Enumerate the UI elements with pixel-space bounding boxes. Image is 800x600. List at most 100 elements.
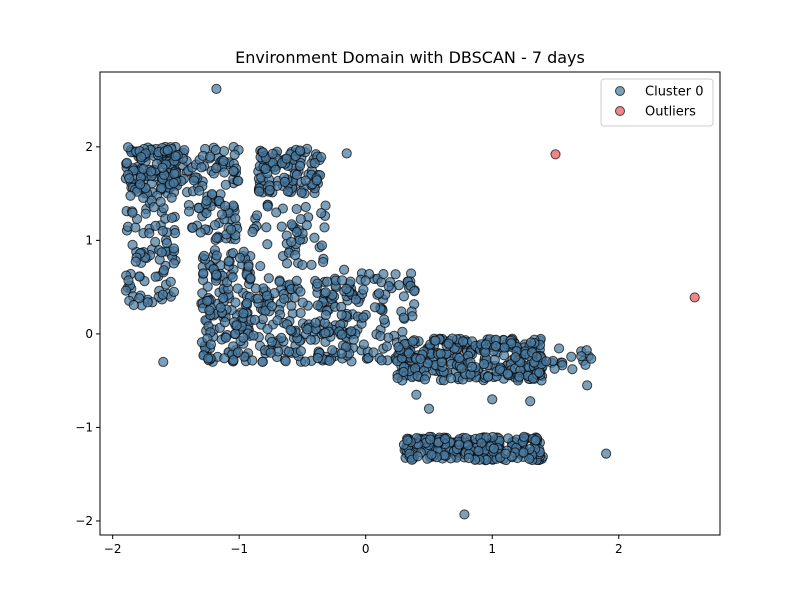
cluster-0-point [291,169,302,181]
cluster-0-point [195,227,206,238]
cluster-0-point [211,163,222,174]
cluster-0-point [255,260,266,272]
cluster-0-point [157,225,168,237]
cluster-0-point [518,431,530,442]
cluster-0-point [245,273,256,284]
cluster-0-point [230,213,241,224]
cluster-0-point [390,269,401,280]
cluster-0-point [430,335,441,346]
cluster-0-point [454,352,465,364]
cluster-0-point [309,158,320,169]
cluster-0-point [319,222,330,233]
cluster-0-point [478,358,490,370]
cluster-0-point [531,351,542,362]
cluster-0-point [124,173,135,184]
cluster-0-point [205,151,216,162]
cluster-0-point [249,314,260,325]
cluster-0-point [289,292,300,303]
cluster-0-point [276,332,287,343]
cluster-0-point [393,280,405,291]
cluster-0-point [215,302,226,313]
cluster-0-point [156,247,167,258]
cluster-0-point [423,403,435,414]
cluster-0-point [241,298,253,309]
cluster-0-point [373,288,385,299]
cluster-0-point [358,339,369,350]
cluster-0-point [233,175,244,186]
axes-frame [99,71,721,536]
cluster-0-point [553,343,565,354]
cluster-0-point [295,286,306,297]
cluster-0-point [130,256,141,267]
cluster-0-point [426,449,437,460]
cluster-0-point [150,271,161,282]
cluster-0-point [150,236,161,248]
cluster-0-point [219,167,230,178]
cluster-0-point [316,151,327,163]
cluster-0-point [436,357,447,368]
cluster-0-point [360,275,371,286]
cluster-0-point [198,268,209,279]
cluster-0-point [205,339,217,350]
cluster-0-point [232,347,244,358]
cluster-0-point [279,176,290,187]
cluster-0-point [339,264,350,275]
cluster-0-point [286,219,297,230]
cluster-0-point [411,389,422,400]
cluster-0-point [336,348,347,359]
cluster-0-point [248,330,259,341]
cluster-0-point [210,144,221,156]
legend-label-outliers: Outliers [645,105,696,120]
cluster-0-point [312,300,323,311]
cluster-0-point [348,334,359,345]
cluster-0-point [262,239,273,250]
cluster-0-point [393,342,404,353]
cluster-0-point [375,330,386,342]
cluster-0-point [225,224,237,235]
cluster-0-point [247,226,258,238]
cluster-0-point [220,332,232,343]
cluster-0-point [278,293,290,304]
cluster-0-point [527,373,539,384]
cluster-0-point [566,351,577,362]
cluster-0-point [280,356,291,367]
cluster-0-point [125,190,136,201]
cluster-0-point [445,373,457,384]
cluster-0-point [194,185,205,196]
cluster-0-point [350,294,361,305]
cluster-0-point [263,273,274,284]
cluster-0-point [383,281,394,292]
cluster-0-point [127,239,138,250]
cluster-0-point [165,276,176,287]
cluster-0-point [462,440,474,451]
cluster-0-point [130,222,141,233]
cluster-0-point [291,203,302,215]
cluster-0-point [166,192,177,203]
cluster-0-point [168,286,180,297]
cluster-0-point [456,363,467,374]
cluster-0-point [341,283,352,295]
cluster-0-point [234,252,245,263]
y-tick-label: 2 [85,140,93,154]
cluster-0-point [219,353,230,364]
cluster-0-point [379,314,390,325]
cluster-0-point [161,238,172,249]
cluster-0-point [232,283,243,294]
x-tick-label: 1 [488,542,496,556]
cluster-0-point [294,145,306,156]
cluster-0-point [134,271,145,282]
cluster-0-point [296,187,307,198]
cluster-0-point [369,302,381,313]
cluster-0-point [457,336,469,347]
cluster-0-point [297,259,308,271]
cluster-0-point [262,201,273,212]
cluster-0-point [415,353,426,365]
legend-marker-cluster-0 [615,86,625,96]
cluster-0-point [320,309,331,321]
cluster-0-point [295,213,306,225]
cluster-0-point [510,352,521,363]
cluster-0-point [499,342,510,353]
cluster-0-point [138,192,149,204]
points-layer [120,83,700,520]
cluster-0-point [541,356,552,367]
